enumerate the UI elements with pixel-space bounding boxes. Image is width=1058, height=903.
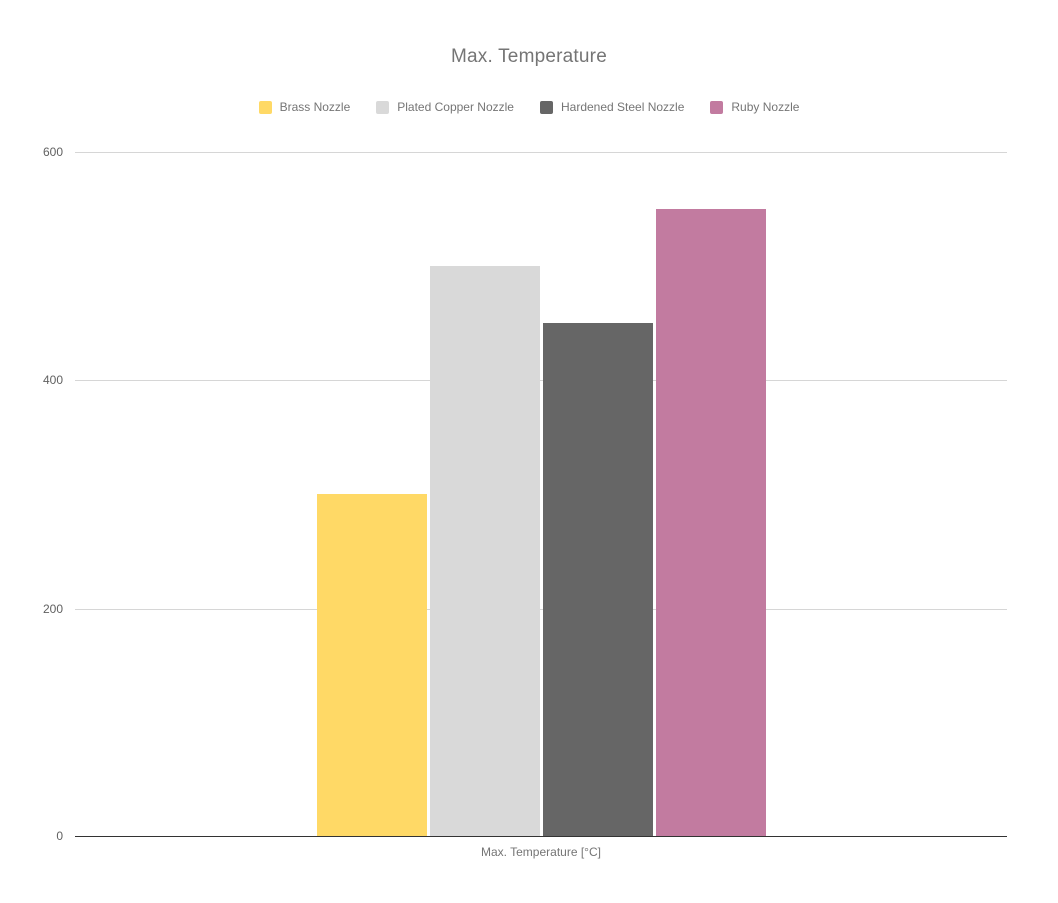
legend-swatch-hardened-steel-nozzle — [539, 100, 553, 114]
bar-brass-nozzle — [316, 494, 427, 837]
legend-item-brass-nozzle: Brass Nozzle — [258, 100, 351, 114]
legend-label-brass-nozzle: Brass Nozzle — [279, 100, 351, 114]
legend-label-hardened-steel-nozzle: Hardened Steel Nozzle — [560, 100, 685, 114]
bar-hardened-steel-nozzle — [542, 323, 653, 837]
y-tick-label-200: 200 — [42, 602, 63, 616]
legend-swatch-ruby-nozzle — [710, 100, 724, 114]
gridline-600 — [75, 152, 1007, 153]
gridline-200 — [75, 609, 1007, 610]
legend-swatch-brass-nozzle — [258, 100, 272, 114]
legend-swatch-plated-copper-nozzle — [376, 100, 390, 114]
plot-area: 0 200 400 600 — [43, 145, 1007, 843]
legend-item-plated-copper-nozzle: Plated Copper Nozzle — [376, 100, 514, 114]
y-tick-label-600: 600 — [42, 145, 63, 159]
x-axis-title: Max. Temperature [°C] — [481, 845, 601, 859]
y-tick-label-400: 400 — [42, 373, 63, 387]
legend: Brass Nozzle Plated Copper Nozzle Hardened… — [0, 100, 1058, 114]
chart-title: Max. Temperature — [451, 46, 607, 67]
bars-group — [75, 209, 1007, 837]
legend-label-ruby-nozzle: Ruby Nozzle — [731, 100, 800, 114]
legend-item-ruby-nozzle: Ruby Nozzle — [710, 100, 799, 114]
x-axis-line — [75, 836, 1007, 837]
bar-ruby-nozzle — [655, 209, 766, 837]
gridline-400 — [75, 380, 1007, 381]
legend-item-hardened-steel-nozzle: Hardened Steel Nozzle — [539, 100, 685, 114]
bar-plated-copper-nozzle — [429, 266, 540, 837]
legend-label-plated-copper-nozzle: Plated Copper Nozzle — [397, 100, 514, 114]
y-tick-label-0: 0 — [56, 829, 63, 843]
